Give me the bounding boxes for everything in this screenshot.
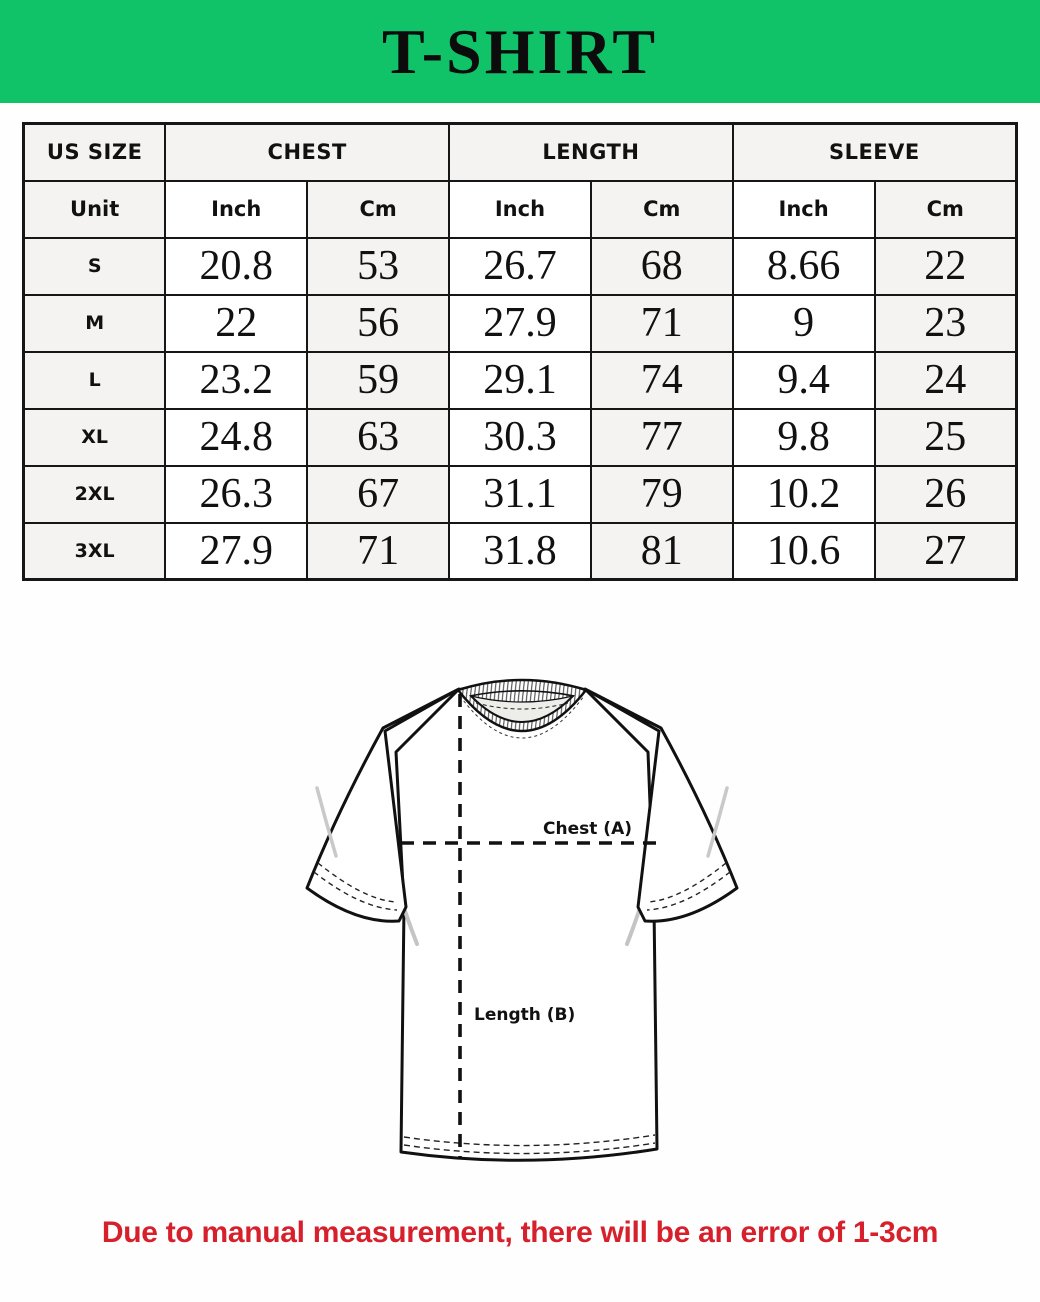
- hem-stitch-1: [403, 1134, 656, 1147]
- table-cell: 71: [306, 521, 451, 581]
- table-cell: 31.1: [448, 464, 592, 524]
- size-label: 2XL: [22, 464, 167, 524]
- table-cell: 9: [731, 293, 876, 353]
- cuff-stitch-right: [646, 871, 731, 911]
- unit-sleeve-cm: Cm: [873, 179, 1018, 239]
- cuff-stitch-right-2: [647, 862, 727, 903]
- chest-label: Chest (A): [543, 819, 632, 839]
- length-label: Length (B): [474, 1005, 575, 1025]
- size-table: US SIZE CHEST LENGTH SLEEVE Unit Inch Cm…: [22, 122, 1018, 581]
- table-cell: 27.9: [448, 293, 592, 353]
- table-cell: 9.4: [731, 350, 876, 410]
- unit-chest-cm: Cm: [306, 179, 451, 239]
- tshirt-measurement-diagram: Chest (A) Length (B): [280, 660, 760, 1180]
- table-cell: 67: [306, 464, 451, 524]
- sleeve-crease-left: [315, 786, 338, 858]
- table-cell: 56: [306, 293, 451, 353]
- unit-chest-inch: Inch: [164, 179, 309, 239]
- table-cell: 23.2: [164, 350, 309, 410]
- table-cell: 24: [873, 350, 1018, 410]
- table-cell: 26: [873, 464, 1018, 524]
- unit-length-cm: Cm: [589, 179, 734, 239]
- table-cell: 81: [589, 521, 734, 581]
- table-cell: 29.1: [448, 350, 592, 410]
- hem-stitch-2: [403, 1142, 656, 1155]
- table-row-l: L 23.2 59 29.1 74 9.4 24: [22, 350, 1018, 410]
- table-cell: 77: [589, 407, 734, 467]
- table-cell: 10.6: [731, 521, 876, 581]
- back-collar-stitch: [475, 702, 569, 710]
- table-cell: 22: [164, 293, 309, 353]
- table-unit-row: Unit Inch Cm Inch Cm Inch Cm: [22, 179, 1018, 239]
- collar-stitch: [459, 695, 585, 739]
- table-cell: 31.8: [448, 521, 592, 581]
- table-cell: 27.9: [164, 521, 309, 581]
- title-banner: T-SHIRT: [0, 0, 1040, 103]
- tshirt-drawing: Chest (A) Length (B): [305, 678, 739, 1162]
- table-row-s: S 20.8 53 26.7 68 8.66 22: [22, 236, 1018, 296]
- table-cell: 20.8: [164, 236, 309, 296]
- size-label: L: [22, 350, 167, 410]
- unit-sleeve-inch: Inch: [731, 179, 876, 239]
- table-cell: 79: [589, 464, 734, 524]
- shirt-sleeve-left: [305, 687, 461, 923]
- table-cell: 24.8: [164, 407, 309, 467]
- table-cell: 8.66: [731, 236, 876, 296]
- page-title: T-SHIRT: [381, 15, 659, 87]
- size-label: S: [22, 236, 167, 296]
- table-cell: 26.3: [164, 464, 309, 524]
- table-header-row: US SIZE CHEST LENGTH SLEEVE: [22, 122, 1018, 182]
- table-cell: 30.3: [448, 407, 592, 467]
- table-cell: 63: [306, 407, 451, 467]
- table-row-3xl: 3XL 27.9 71 31.8 81 10.6 27: [22, 521, 1018, 581]
- table-cell: 23: [873, 293, 1018, 353]
- table-cell: 10.2: [731, 464, 876, 524]
- unit-length-inch: Inch: [448, 179, 592, 239]
- sleeve-crease-right: [706, 786, 729, 858]
- measurement-disclaimer: Due to manual measurement, there will be…: [101, 1216, 939, 1249]
- cuff-stitch-left: [313, 871, 398, 911]
- table-cell: 59: [306, 350, 451, 410]
- size-label: M: [22, 293, 167, 353]
- column-header-chest: CHEST: [164, 122, 451, 182]
- unit-label: Unit: [22, 179, 167, 239]
- table-cell: 27: [873, 521, 1018, 581]
- table-row-2xl: 2XL 26.3 67 31.1 79 10.2 26: [22, 464, 1018, 524]
- shirt-sleeve-right: [583, 687, 739, 923]
- table-cell: 53: [306, 236, 451, 296]
- table-cell: 71: [589, 293, 734, 353]
- size-label: XL: [22, 407, 167, 467]
- column-header-us-size: US SIZE: [22, 122, 167, 182]
- back-collar-band: [470, 690, 574, 703]
- table-row-xl: XL 24.8 63 30.3 77 9.8 25: [22, 407, 1018, 467]
- table-cell: 25: [873, 407, 1018, 467]
- cuff-stitch-left-2: [317, 862, 397, 903]
- shirt-body: [394, 680, 659, 1162]
- size-label: 3XL: [22, 521, 167, 581]
- table-cell: 9.8: [731, 407, 876, 467]
- table-cell: 68: [589, 236, 734, 296]
- table-cell: 74: [589, 350, 734, 410]
- table-row-m: M 22 56 27.9 71 9 23: [22, 293, 1018, 353]
- column-header-length: LENGTH: [448, 122, 734, 182]
- table-cell: 26.7: [448, 236, 592, 296]
- column-header-sleeve: SLEEVE: [731, 122, 1018, 182]
- table-cell: 22: [873, 236, 1018, 296]
